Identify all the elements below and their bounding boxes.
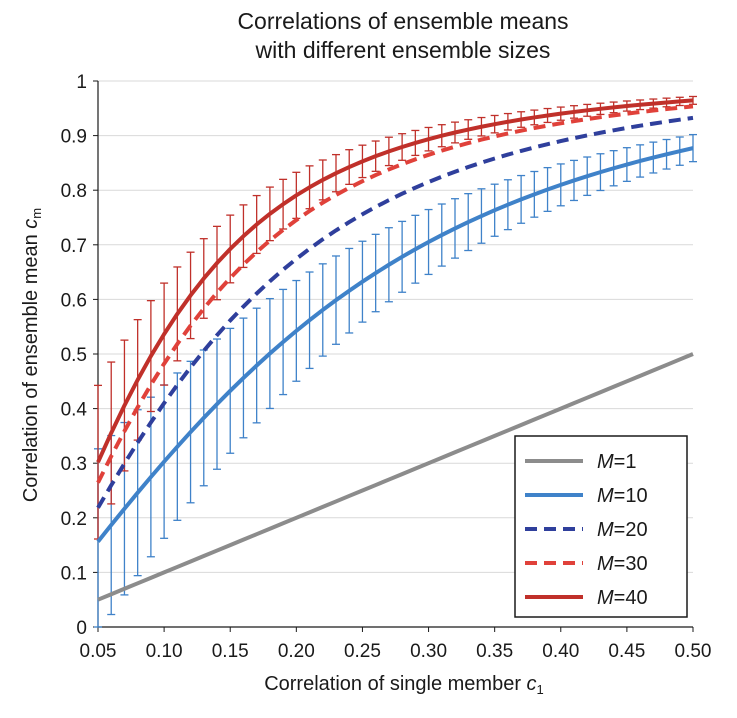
y-tick-label: 0.3 [61,454,87,475]
legend: M=1 M=10 M=20 M=30 M=40 [514,435,688,618]
chart-title-line-1: Correlations of ensemble means [237,8,568,34]
x-axis-label-text: Correlation of single member [264,673,526,695]
x-axis-label-sub: 1 [537,682,544,697]
y-tick-label: 0.6 [61,290,87,311]
x-tick-label: 0.10 [146,641,183,662]
x-axis-label-var: c [527,673,537,695]
legend-label-m30: M=30 [597,553,648,575]
x-tick-label: 0.40 [542,641,579,662]
x-tick-label: 0.25 [344,641,381,662]
series-line-m40 [96,98,694,464]
x-tick-label: 0.45 [608,641,645,662]
y-axis-label: Correlation of ensemble mean cm [20,208,44,502]
x-axis-label: Correlation of single member c1 [264,673,544,697]
y-axis-label-var: c [20,219,42,229]
series-lines [96,98,694,602]
series-line-m1 [97,352,694,602]
gridlines [98,80,693,573]
chart-title-line-2: with different ensemble sizes [255,37,551,63]
x-tick-label: 0.35 [476,641,513,662]
legend-label-m40: M=40 [597,587,648,609]
legend-label-m20: M=20 [597,519,648,541]
y-tick-label: 0.5 [61,345,87,366]
y-tick-label: 0.1 [61,563,87,584]
chart-title: Correlations of ensemble means with diff… [237,8,568,63]
legend-label-m10: M=10 [597,485,648,507]
x-tick-label: 0.20 [278,641,315,662]
y-axis-label-text: Correlation of ensemble mean [20,229,42,502]
x-tick-label: 0.05 [80,641,117,662]
y-tick-label: 1 [76,72,87,93]
y-tick-label: 0.2 [61,509,87,530]
y-tick-label: 0.7 [61,236,87,257]
y-tick-label: 0.4 [61,400,88,421]
x-tick-labels: 0.05 0.10 0.15 0.20 0.25 0.30 0.35 0.40 0.45 0.50 [80,627,712,662]
legend-label-m1: M=1 [597,451,636,473]
series-line-m30 [96,104,694,484]
y-axis-label-sub: m [29,208,44,219]
series-line-m20 [96,115,694,509]
x-tick-label: 0.30 [410,641,447,662]
y-tick-labels: 0 0.1 0.2 0.3 0.4 0.5 0.6 0.7 0.8 0.9 1 [61,72,98,639]
y-tick-label: 0.9 [61,127,87,148]
y-tick-label: 0 [76,618,87,639]
legend-box [514,435,688,618]
x-tick-label: 0.50 [675,641,712,662]
y-tick-label: 0.8 [61,181,87,202]
x-tick-label: 0.15 [212,641,249,662]
series-line-m10 [96,146,694,543]
